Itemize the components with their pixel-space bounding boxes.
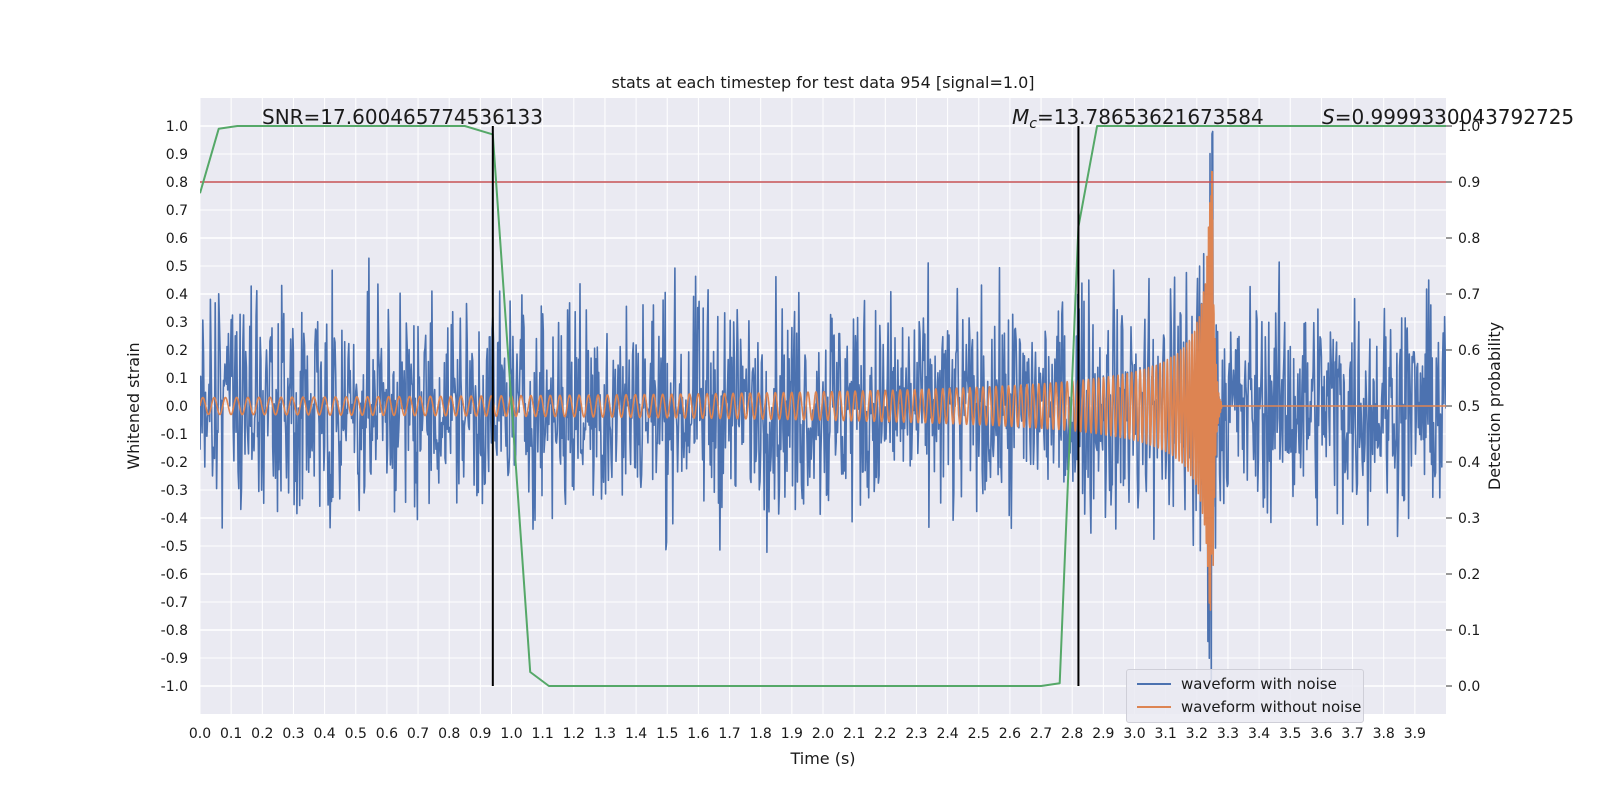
y-tick-label: -0.1 — [161, 427, 188, 443]
legend-item-noisy: waveform with noise — [1137, 675, 1337, 693]
x-tick-label: 1.1 — [532, 726, 554, 742]
y-tick-label: 0.8 — [166, 175, 188, 191]
y-tick-label: -0.5 — [161, 539, 188, 555]
x-tick-label: 3.7 — [1341, 726, 1363, 742]
x-tick-label: 3.2 — [1186, 726, 1208, 742]
y2-tick-label: 0.6 — [1458, 343, 1480, 359]
y-tick-label: 0.7 — [166, 203, 188, 219]
y-tick-label: 0.1 — [166, 371, 188, 387]
y-tick-label: -0.6 — [161, 567, 188, 583]
x-tick-label: 3.0 — [1123, 726, 1145, 742]
series-layer — [200, 125, 1446, 687]
x-tick-label: 0.5 — [345, 726, 367, 742]
x-tick-label: 0.4 — [313, 726, 335, 742]
x-axis-label: Time (s) — [789, 749, 855, 768]
x-tick-label: 1.7 — [718, 726, 740, 742]
x-tick-label: 1.9 — [781, 726, 803, 742]
y-tick-label: -0.9 — [161, 651, 188, 667]
x-tick-label: 2.3 — [905, 726, 927, 742]
x-tick-label: 3.3 — [1217, 726, 1239, 742]
x-tick-label: 1.6 — [687, 726, 709, 742]
x-tick-label: 3.9 — [1404, 726, 1426, 742]
legend: waveform with noise waveform without noi… — [1126, 669, 1364, 723]
snr-annotation: SNR=17.600465774536133 — [262, 105, 543, 129]
y-tick-label: 0.2 — [166, 343, 188, 359]
y-axis-label: Whitened strain — [124, 342, 143, 469]
x-tick-label: 1.3 — [594, 726, 616, 742]
x-tick-label: 0.7 — [407, 726, 429, 742]
chirp-mass-annotation: Mc=13.78653621673584 — [1012, 105, 1264, 132]
legend-item-clean: waveform without noise — [1137, 698, 1361, 716]
score-symbol: S — [1322, 105, 1335, 129]
y2-tick-label: 1.0 — [1458, 119, 1480, 135]
y2-tick-label: 0.7 — [1458, 287, 1480, 303]
y-tick-label: -0.8 — [161, 623, 188, 639]
x-tick-label: 2.7 — [1030, 726, 1052, 742]
y-tick-label: 0.0 — [166, 399, 188, 415]
x-tick-label: 0.3 — [282, 726, 304, 742]
y-tick-label: 0.6 — [166, 231, 188, 247]
x-tick-label: 2.5 — [968, 726, 990, 742]
x-tick-label: 3.4 — [1248, 726, 1270, 742]
y2-tick-label: 0.9 — [1458, 175, 1480, 191]
x-tick-label: 3.8 — [1373, 726, 1395, 742]
legend-swatch-clean — [1137, 706, 1171, 708]
x-axis-ticks: 0.0 0.1 0.2 0.3 0.4 0.5 0.6 0.7 0.8 0.9 1.0 1.1 1.2 1… — [189, 726, 1426, 742]
x-tick-label: 0.6 — [376, 726, 398, 742]
legend-label-noisy: waveform with noise — [1181, 675, 1337, 693]
y2-tick-label: 0.8 — [1458, 231, 1480, 247]
x-tick-label: 1.8 — [750, 726, 772, 742]
y2-tick-label: 0.0 — [1458, 679, 1480, 695]
chirp-mass-symbol: M — [1012, 105, 1029, 129]
x-tick-label: 0.1 — [220, 726, 242, 742]
series-detection-probability — [200, 125, 1446, 687]
x-tick-label: 2.2 — [874, 726, 896, 742]
legend-label-clean: waveform without noise — [1181, 698, 1362, 716]
y2-tick-label: 0.1 — [1458, 623, 1480, 639]
score-value: =0.9999330043792725 — [1335, 105, 1574, 129]
score-annotation: S=0.9999330043792725 — [1322, 105, 1574, 129]
x-tick-label: 1.2 — [563, 726, 585, 742]
series-waveform-with-noise — [200, 130, 1446, 682]
x-tick-label: 3.6 — [1310, 726, 1332, 742]
x-tick-label: 2.8 — [1061, 726, 1083, 742]
x-tick-label: 2.4 — [936, 726, 958, 742]
y2-tick-label: 0.4 — [1458, 455, 1480, 471]
x-tick-label: 0.2 — [251, 726, 273, 742]
chirp-mass-value: =13.78653621673584 — [1037, 105, 1264, 129]
x-tick-label: 0.8 — [438, 726, 460, 742]
x-tick-label: 2.6 — [999, 726, 1021, 742]
x-tick-label: 2.0 — [812, 726, 834, 742]
y-tick-label: -0.3 — [161, 483, 188, 499]
x-tick-label: 3.5 — [1279, 726, 1301, 742]
chart-title: stats at each timestep for test data 954… — [611, 73, 1034, 92]
y-tick-label: -1.0 — [161, 679, 188, 695]
x-tick-label: 2.1 — [843, 726, 865, 742]
x-tick-label: 1.0 — [500, 726, 522, 742]
x-tick-label: 2.9 — [1092, 726, 1114, 742]
y2-tick-label: 0.2 — [1458, 567, 1480, 583]
y2-tick-label: 0.5 — [1458, 399, 1480, 415]
y-tick-label: -0.7 — [161, 595, 188, 611]
series-waveform-without-noise — [200, 170, 1446, 611]
y-tick-label: 0.9 — [166, 147, 188, 163]
y2-axis-ticks: 1.0 0.9 0.8 0.7 0.6 0.5 0.4 0.3 0.2 0.1 0.0 — [1446, 119, 1480, 695]
legend-swatch-noisy — [1137, 683, 1171, 685]
chirp-mass-subscript: c — [1029, 116, 1037, 132]
y-tick-label: -0.2 — [161, 455, 188, 471]
x-tick-label: 3.1 — [1155, 726, 1177, 742]
y-tick-label: 0.4 — [166, 287, 188, 303]
x-tick-label: 1.4 — [625, 726, 647, 742]
x-tick-label: 0.9 — [469, 726, 491, 742]
x-tick-label: 1.5 — [656, 726, 678, 742]
y-tick-label: 1.0 — [166, 119, 188, 135]
y-axis-ticks: 1.0 0.9 0.8 0.7 0.6 0.5 0.4 0.3 0.2 0.1 0.0 -0.1 -0.… — [161, 119, 188, 695]
y-tick-label: 0.5 — [166, 259, 188, 275]
y-tick-label: 0.3 — [166, 315, 188, 331]
y2-tick-label: 0.3 — [1458, 511, 1480, 527]
y2-axis-label: Detection probability — [1485, 322, 1504, 490]
x-tick-label: 0.0 — [189, 726, 211, 742]
y-tick-label: -0.4 — [161, 511, 188, 527]
